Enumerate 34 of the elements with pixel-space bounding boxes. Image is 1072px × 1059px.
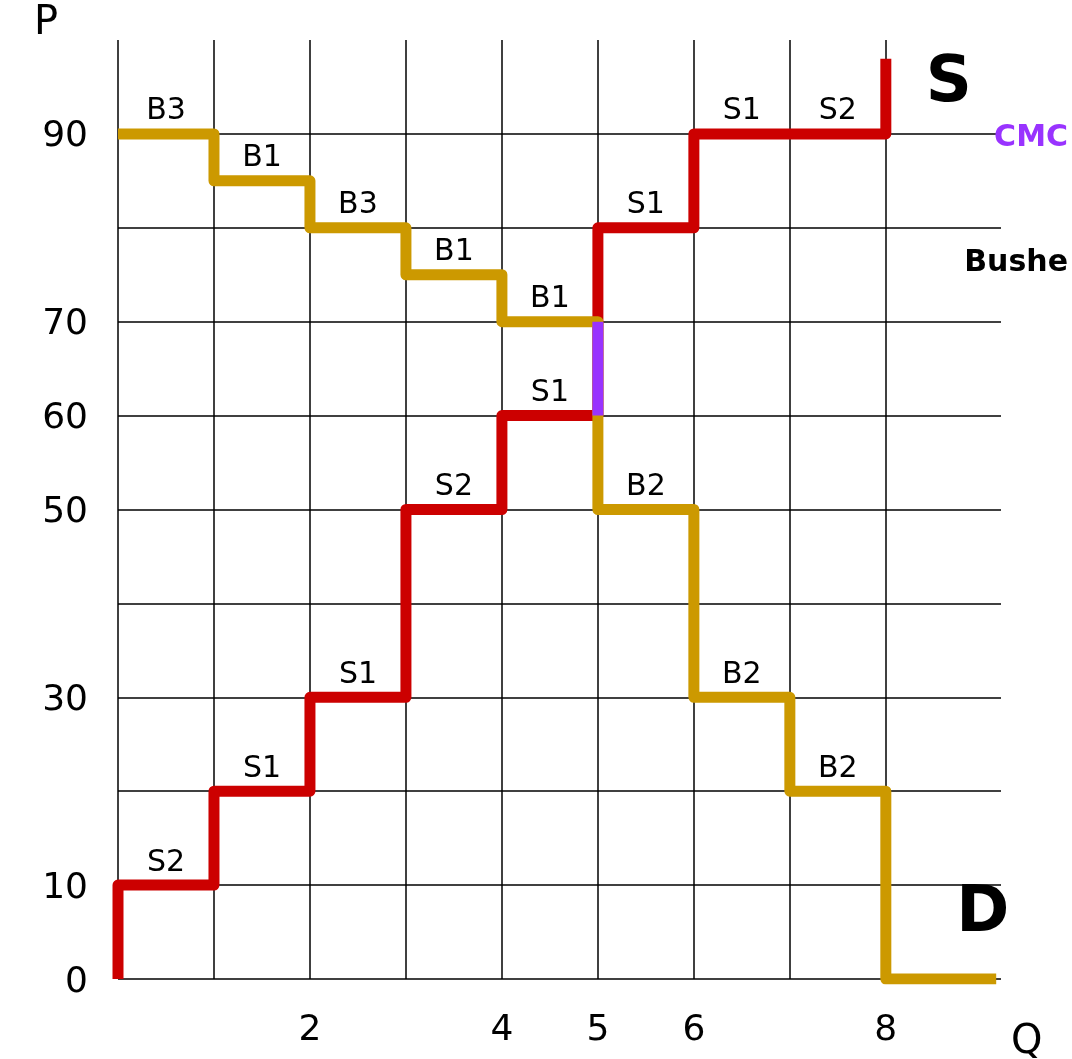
annotation: S1 bbox=[626, 185, 665, 221]
y-tick-label: 10 bbox=[42, 864, 88, 906]
annotation: B1 bbox=[242, 138, 282, 174]
annotation: B3 bbox=[146, 91, 186, 127]
annotation: S1 bbox=[338, 654, 378, 690]
y-tick-label: 70 bbox=[42, 301, 88, 343]
annotation: B1 bbox=[434, 232, 474, 268]
annotation: S2 bbox=[146, 842, 186, 878]
series-label: S bbox=[925, 41, 972, 116]
annotation: B1 bbox=[530, 279, 570, 315]
annotation: S2 bbox=[434, 467, 473, 502]
y-tick-label: 60 bbox=[42, 395, 88, 437]
annotation: Bushe bbox=[964, 242, 1068, 278]
annotation: S2 bbox=[818, 91, 857, 127]
x-axis-title: Q bbox=[1011, 1016, 1043, 1059]
annotation: CMC bbox=[994, 117, 1068, 153]
x-tick-label: 2 bbox=[298, 1006, 322, 1048]
y-tick-label: 0 bbox=[65, 958, 88, 1000]
x-tick-label: 6 bbox=[682, 1006, 706, 1048]
x-tick-label: 8 bbox=[874, 1006, 898, 1048]
y-tick-label: 90 bbox=[42, 113, 88, 155]
annotation: S1 bbox=[242, 748, 282, 784]
series-label: D bbox=[956, 872, 1010, 946]
annotation: B3 bbox=[338, 185, 378, 221]
annotation: S1 bbox=[722, 91, 761, 127]
y-axis-title: P bbox=[33, 0, 58, 43]
annotation: B2 bbox=[818, 748, 858, 784]
annotation: S1 bbox=[530, 373, 569, 409]
x-tick-label: 5 bbox=[586, 1006, 610, 1048]
y-tick-label: 30 bbox=[42, 676, 88, 718]
annotation: B2 bbox=[722, 654, 762, 690]
annotation: B2 bbox=[626, 467, 666, 502]
y-tick-label: 50 bbox=[42, 489, 88, 530]
x-tick-label: 4 bbox=[490, 1006, 514, 1048]
